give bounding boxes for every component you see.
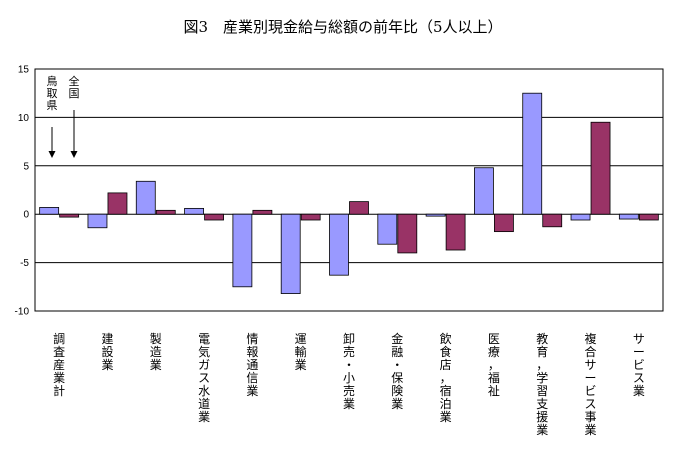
bars <box>39 92 659 294</box>
bar-tottori-7 <box>377 213 398 245</box>
legend-entry-tottori: 鳥取県 <box>47 74 58 158</box>
category-label: 電気ガス水道業 <box>198 332 210 424</box>
y-tick-label: -10 <box>15 307 30 318</box>
category-label: 運輸業 <box>295 332 307 372</box>
category-label: サービス業 <box>633 332 645 398</box>
bar-tottori-4 <box>232 213 253 288</box>
category-label: 医療，福祉 <box>488 332 500 398</box>
category-labels: 調査産業計 建設業 製造業 電気ガス水道業 情報通信業 運輸業 卸売・小売業 金融・保険業 飲食… <box>53 331 645 437</box>
bar-national-12 <box>638 213 659 221</box>
bar-tottori-12 <box>618 213 639 220</box>
y-tick-label: 10 <box>18 113 30 124</box>
legend-arrow-head <box>70 151 78 158</box>
y-axis-tick-labels: -10 -5 0 5 10 15 <box>15 65 30 318</box>
bar-national-1 <box>107 192 128 215</box>
bar-tottori-0 <box>39 207 60 215</box>
category-label: 建設業 <box>101 332 113 372</box>
bar-national-7 <box>397 213 418 254</box>
bar-tottori-9 <box>474 167 494 215</box>
plot-area <box>34 68 664 312</box>
category-label: 調査産業計 <box>53 332 65 398</box>
bar-tottori-10 <box>522 92 543 215</box>
category-label: 金融・保険業 <box>391 331 403 411</box>
bar-national-2 <box>155 209 176 215</box>
bar-national-8 <box>445 213 466 251</box>
bar-national-3 <box>204 213 224 221</box>
bar-tottori-1 <box>87 213 108 229</box>
category-label: 教育，学習支援業 <box>536 331 548 437</box>
bar-national-6 <box>349 201 369 215</box>
bar-tottori-2 <box>135 180 156 215</box>
legend-label: 全国 <box>69 74 80 100</box>
y-tick-label: 0 <box>23 210 29 221</box>
bar-tottori-3 <box>184 207 204 215</box>
bar-tottori-6 <box>329 213 349 276</box>
bar-national-0 <box>59 213 80 218</box>
category-label: 飲食店，宿泊業 <box>440 331 452 424</box>
y-tick-label: 15 <box>18 65 30 76</box>
category-label: 製造業 <box>150 332 162 372</box>
y-tick-label: -5 <box>20 258 29 269</box>
bar-tottori-5 <box>280 213 301 294</box>
bar-national-9 <box>494 213 514 233</box>
category-label: 複合サービス事業 <box>585 331 597 437</box>
y-tick-label: 5 <box>23 161 29 172</box>
bar-national-5 <box>300 213 321 221</box>
legend-entry-national: 全国 <box>69 74 80 158</box>
bar-national-4 <box>252 209 273 215</box>
legend-label: 鳥取県 <box>47 74 58 112</box>
bar-national-10 <box>542 213 563 228</box>
bar-national-11 <box>590 121 611 215</box>
category-label: 情報通信業 <box>246 332 258 398</box>
legend-arrow-head <box>48 151 56 158</box>
chart-title: 図3 産業別現金給与総額の前年比（5人以上） <box>183 18 502 36</box>
legend: 鳥取県 全国 <box>47 74 80 158</box>
bar-tottori-8 <box>425 213 446 217</box>
bar-tottori-11 <box>570 213 591 221</box>
category-label: 卸売・小売業 <box>343 331 355 411</box>
